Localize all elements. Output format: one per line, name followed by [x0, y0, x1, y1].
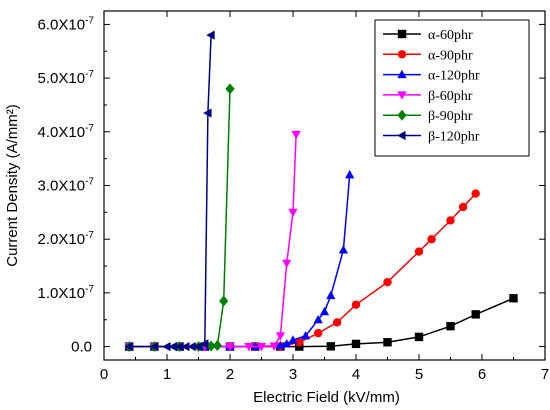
legend-entry: β-90phr: [383, 109, 473, 124]
data-point: [383, 338, 392, 347]
series-2: [124, 169, 355, 351]
legend-entry: α-120phr: [383, 69, 480, 84]
data-point: [345, 169, 355, 179]
series-1: [125, 189, 480, 351]
data-point: [288, 335, 298, 344]
x-tick-label: 6: [478, 366, 486, 383]
legend-label: β-120phr: [428, 130, 480, 145]
data-point: [332, 318, 342, 327]
series-line: [129, 134, 297, 348]
legend-entry: α-60phr: [383, 28, 473, 43]
data-point: [206, 340, 216, 352]
data-point: [206, 30, 215, 40]
y-tick-label: 1.0X10-7: [38, 284, 95, 302]
x-tick-label: 5: [415, 366, 423, 383]
legend-marker: [397, 50, 407, 59]
data-point: [300, 331, 311, 340]
data-point: [269, 342, 279, 351]
data-point: [162, 341, 171, 352]
data-point: [219, 295, 229, 307]
data-point: [193, 341, 203, 352]
data-point: [288, 208, 298, 218]
data-point: [225, 343, 235, 352]
data-point: [383, 277, 392, 287]
data-point: [168, 341, 177, 352]
y-tick-label: 4.0X10-7: [38, 123, 95, 141]
data-point: [414, 332, 424, 342]
data-point: [338, 245, 349, 254]
series-5: [124, 30, 215, 352]
data-point: [414, 247, 424, 256]
series-3: [124, 130, 301, 352]
data-point: [509, 294, 518, 303]
data-point: [199, 339, 209, 349]
y-tick-label: 5.0X10-7: [38, 69, 95, 87]
y-tick-label: 6.0X10-7: [38, 15, 95, 33]
data-point: [187, 341, 196, 352]
data-point: [427, 234, 436, 244]
data-point: [212, 340, 223, 351]
legend-entry: β-120phr: [383, 130, 480, 145]
data-point: [181, 341, 190, 352]
legend-entry: β-60phr: [383, 89, 473, 104]
data-point: [319, 306, 330, 316]
data-point: [446, 321, 455, 331]
legend-marker: [397, 91, 407, 100]
data-point: [244, 343, 254, 352]
data-point: [295, 342, 304, 351]
x-tick-label: 4: [352, 366, 360, 383]
x-tick-label: 0: [100, 366, 108, 383]
data-point: [174, 341, 184, 352]
data-point: [282, 259, 292, 269]
data-point: [471, 189, 480, 198]
data-point: [282, 339, 292, 348]
legend-marker: [397, 29, 407, 39]
data-point: [326, 342, 335, 351]
series-line: [129, 35, 212, 348]
legend-label: β-60phr: [428, 89, 473, 104]
data-point: [295, 338, 304, 347]
series-line: [129, 88, 231, 348]
legend-label: β-90phr: [428, 109, 473, 124]
axes: 0 1 2 3 4 5 6 7 0.0 1.0X10-7 2.0X10-7 3.0X10-7 4.0X1…: [4, 10, 549, 406]
series-line: [129, 193, 477, 348]
x-tick-label: 7: [541, 366, 549, 383]
y-axis-title: Current Density (A/mm²): [4, 104, 21, 267]
data-point: [124, 341, 133, 352]
legend-marker: [397, 130, 406, 141]
legend-box: [374, 19, 530, 157]
data-point: [458, 202, 468, 212]
legend: α-60phr α-90phr α-120phr β-60phr β-90phr β-12…: [374, 19, 530, 157]
x-tick-label: 3: [289, 366, 297, 383]
legend-marker: [397, 69, 407, 79]
data-point: [225, 83, 235, 95]
x-tick-label: 2: [226, 366, 234, 383]
legend-label: α-90phr: [428, 48, 473, 63]
data-point: [471, 310, 480, 319]
data-point: [203, 108, 212, 118]
data-point: [313, 314, 323, 324]
plot-area: [124, 30, 518, 353]
data-point: [446, 216, 455, 225]
series-4: [124, 83, 235, 353]
legend-label: α-120phr: [428, 69, 480, 84]
y-tick-label: 3.0X10-7: [38, 177, 95, 195]
data-point: [326, 290, 336, 300]
data-point: [149, 341, 158, 352]
data-point: [275, 332, 286, 341]
legend-label: α-60phr: [428, 28, 473, 43]
legend-entry: α-90phr: [383, 48, 473, 63]
x-axis-title: Electric Field (kV/mm): [253, 389, 400, 406]
y-tick-label: 2.0X10-7: [38, 230, 95, 248]
data-point: [291, 130, 301, 140]
data-point: [256, 343, 267, 352]
y-tick-label: 0.0: [71, 339, 92, 356]
data-point: [351, 339, 361, 349]
legend-marker: [397, 109, 407, 121]
x-tick-label: 1: [163, 366, 171, 383]
data-point: [351, 300, 361, 309]
data-point: [314, 328, 323, 338]
